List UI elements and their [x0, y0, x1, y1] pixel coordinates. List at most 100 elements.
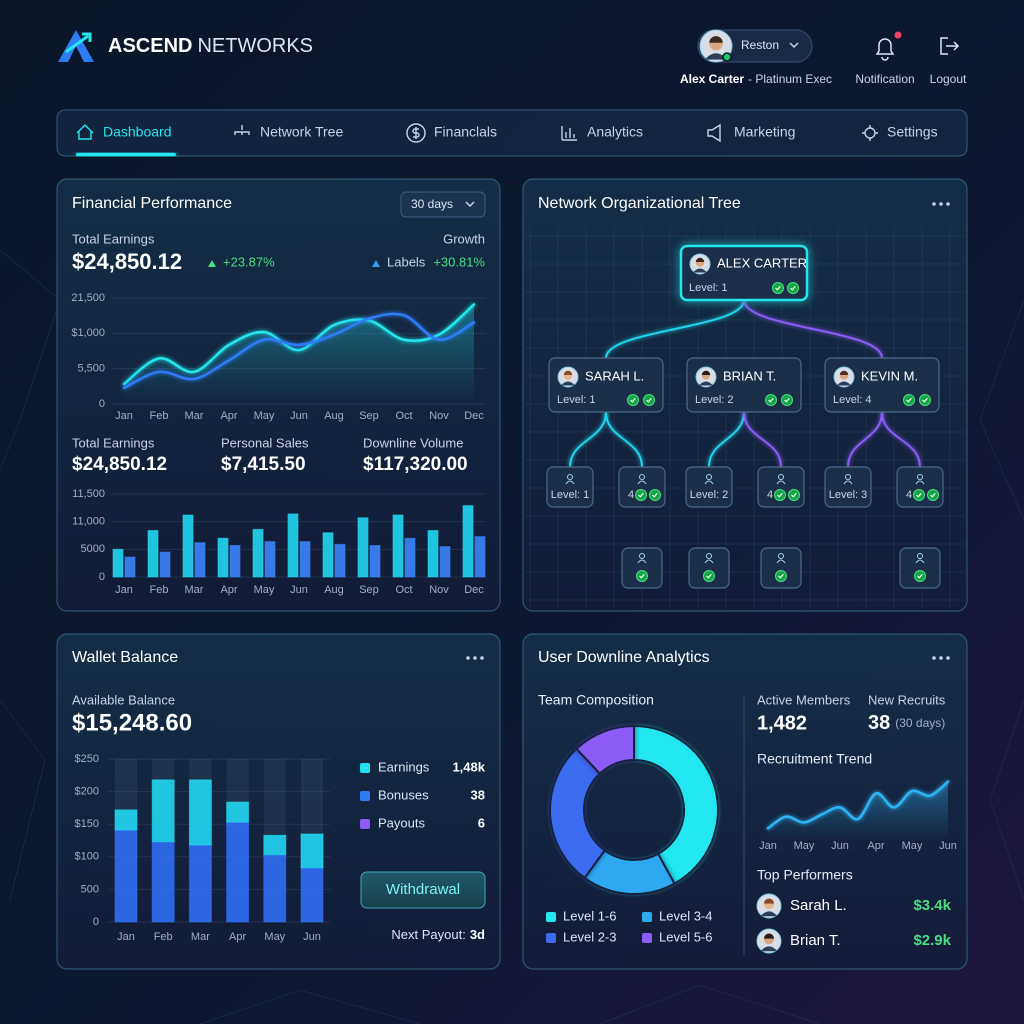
withdrawal-button[interactable] — [360, 871, 486, 909]
bar — [300, 867, 324, 923]
badge-icon — [775, 285, 781, 291]
x-tick-label: Mar — [185, 584, 204, 596]
nav-item[interactable]: Analytics — [587, 124, 643, 140]
nav-icon[interactable] — [862, 125, 878, 141]
metric-value: $24,850.12 — [72, 249, 182, 274]
section-title: Top Performers — [757, 867, 853, 883]
avatar-body — [760, 911, 778, 917]
x-tick-label: Mar — [191, 931, 210, 943]
legend-value: 38 — [471, 787, 485, 802]
metric-label: Labels — [387, 254, 426, 269]
legend-label: Level 2-3 — [563, 929, 616, 944]
badge-icon — [646, 397, 652, 403]
person-icon — [706, 553, 712, 559]
nav-icon[interactable] — [234, 125, 250, 135]
person-icon — [567, 474, 573, 480]
node-level: Level: 3 — [829, 489, 868, 501]
nav-icon[interactable] — [707, 123, 721, 143]
tree-node[interactable] — [621, 547, 663, 589]
legend-value: 1,48k — [452, 759, 485, 774]
bar — [194, 542, 206, 578]
x-tick-label: Feb — [150, 410, 169, 422]
legend-label: Bonuses — [378, 787, 429, 802]
nav-icon[interactable] — [561, 126, 577, 141]
person-icon — [778, 553, 784, 559]
bar — [334, 543, 346, 578]
bar — [229, 544, 241, 578]
line-series — [766, 780, 950, 830]
tree-node[interactable] — [899, 547, 941, 589]
withdrawal-button-label[interactable]: Withdrawal — [386, 881, 460, 898]
nav-active-indicator — [76, 153, 176, 156]
bar — [474, 536, 486, 578]
y-tick-label: 0 — [99, 398, 105, 410]
x-tick-label: Apr — [229, 931, 246, 943]
y-tick-label: 21,500 — [71, 292, 105, 304]
performer-value: $2.9k — [913, 932, 951, 949]
person-icon — [845, 474, 851, 480]
tree-connector — [847, 411, 883, 468]
avatar-body — [704, 53, 728, 60]
bell-icon[interactable] — [875, 38, 895, 61]
recruits-period: (30 days) — [895, 716, 945, 730]
person-icon — [917, 553, 923, 559]
tree-node[interactable] — [546, 466, 594, 508]
nav-icon — [406, 123, 426, 143]
background-network — [0, 249, 1024, 1024]
nav-item[interactable]: Marketing — [734, 124, 795, 140]
tree-node[interactable] — [896, 466, 944, 508]
x-tick-label: Jan — [117, 931, 135, 943]
tree-node[interactable] — [757, 466, 805, 508]
badge-icon — [768, 397, 774, 403]
section-title: Recruitment Trend — [757, 751, 872, 767]
badge — [772, 282, 784, 294]
legend-label: Level 3-4 — [659, 908, 712, 923]
bar — [188, 779, 212, 846]
x-tick-label: Dec — [464, 410, 484, 422]
metric-change: +23.87% — [223, 254, 275, 269]
badge — [919, 394, 931, 406]
tree-node[interactable] — [760, 547, 802, 589]
node-name: SARAH L. — [585, 368, 644, 383]
nav-item[interactable]: Financlals — [434, 124, 497, 140]
node-level: Level: 1 — [557, 394, 596, 406]
person-icon — [915, 480, 925, 485]
badge-icon — [906, 397, 912, 403]
x-tick-label: Jan — [115, 584, 133, 596]
x-tick-label: Oct — [395, 584, 412, 596]
badge-icon — [706, 573, 712, 579]
tree-node[interactable] — [685, 466, 733, 508]
person-icon — [706, 474, 712, 480]
notification-label[interactable]: Notification — [855, 72, 914, 86]
badge — [649, 489, 661, 501]
nav-item[interactable]: Dashboard — [103, 124, 172, 140]
metric-value: $15,248.60 — [72, 709, 192, 736]
nav-item[interactable]: Settings — [887, 124, 938, 140]
legend-swatch — [360, 819, 370, 829]
period-dropdown[interactable] — [400, 191, 486, 218]
tree-node[interactable] — [824, 466, 872, 508]
next-payout: Next Payout: 3d — [391, 927, 485, 942]
x-tick-label: May — [902, 840, 923, 852]
line-area — [124, 304, 474, 404]
legend-label: Payouts — [378, 815, 425, 830]
badge-icon — [630, 397, 636, 403]
x-tick-label: Jun — [303, 931, 321, 943]
avatar-hair — [763, 933, 775, 939]
badge — [765, 394, 777, 406]
badge-icon — [916, 492, 922, 498]
bar — [226, 821, 250, 923]
logout-label[interactable]: Logout — [930, 72, 967, 86]
nav-item[interactable]: Network Tree — [260, 124, 343, 140]
avatar-body — [561, 381, 575, 386]
next-payout-label: Next Payout: — [391, 927, 465, 942]
tree-node[interactable] — [688, 547, 730, 589]
bar — [182, 514, 194, 578]
x-tick-label: May — [254, 410, 275, 422]
logout-icon[interactable] — [940, 37, 960, 55]
nav-icon[interactable] — [76, 124, 94, 140]
tree-node[interactable] — [618, 466, 666, 508]
nav-icon[interactable] — [412, 127, 420, 139]
node-level: Level: 4 — [833, 394, 872, 406]
x-tick-label: Aug — [324, 410, 344, 422]
